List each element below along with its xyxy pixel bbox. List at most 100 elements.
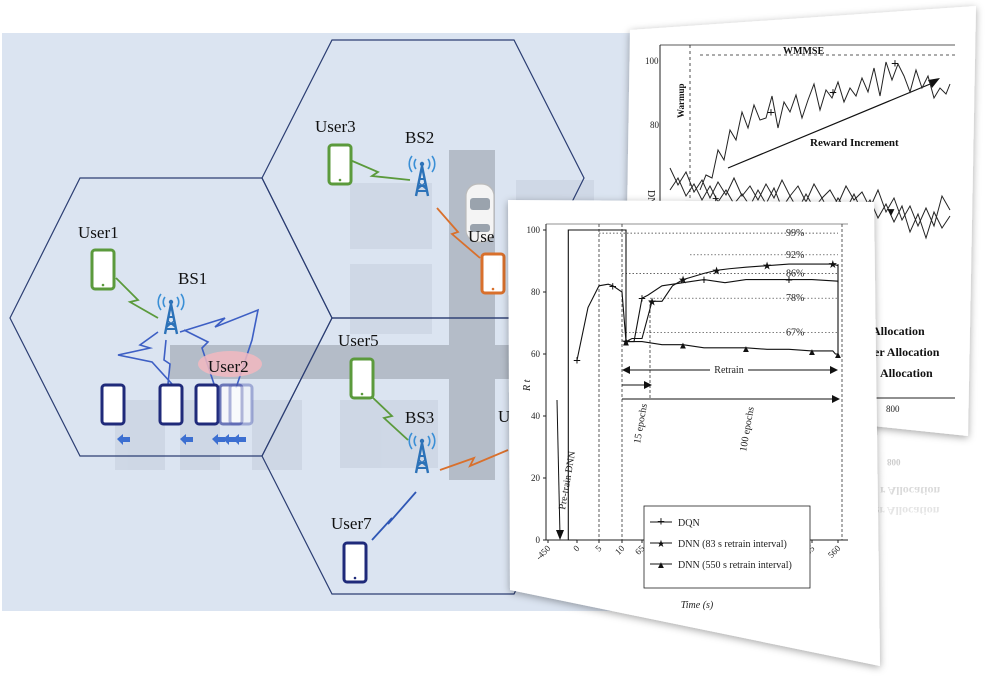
phone-icon-user3 <box>327 143 353 186</box>
back-legend-3: Allocation <box>880 366 933 380</box>
phone-icon-user2-c <box>194 383 220 426</box>
dnn83-marker: ★ <box>678 275 688 287</box>
arrow-left-icon <box>223 434 236 445</box>
back-y-tick-80: 80 <box>650 120 660 130</box>
movement-arrows <box>117 434 246 445</box>
phone-icon-user2-b <box>158 383 184 426</box>
dnn550-marker: ▲ <box>678 341 688 352</box>
back-marker-plus: + <box>712 191 719 206</box>
legend-marker: + <box>657 515 665 530</box>
dqn-marker: + <box>609 280 617 295</box>
legend-label: DQN <box>678 518 700 529</box>
link-user7-bs3 <box>371 491 417 541</box>
dnn83-marker: ★ <box>828 259 838 271</box>
bs1-label: BS1 <box>178 269 207 288</box>
user7-label: User7 <box>331 514 372 533</box>
arrowhead-retrain-right <box>830 366 838 374</box>
user5-label: User5 <box>338 331 379 350</box>
phone-icon-user7 <box>342 541 368 584</box>
y-tick-label: 60 <box>531 349 541 359</box>
arrow-left-icon <box>117 434 130 445</box>
wireless-links <box>115 159 509 541</box>
x-tick-label: 0 <box>571 543 582 554</box>
legend-marker: ★ <box>657 539 666 550</box>
back-warmup-label: Warmup <box>676 83 686 118</box>
ref-line-label: 99% <box>786 228 804 239</box>
car-icon <box>465 183 495 243</box>
retrain-label: Retrain <box>714 365 743 376</box>
legend-label: DNN (83 s retrain interval) <box>678 539 787 550</box>
link-bs3-user6 <box>439 449 509 471</box>
back-x-tick-800: 800 <box>886 404 900 414</box>
dnn83-marker: ★ <box>647 296 657 308</box>
arrowhead-15-epochs <box>644 381 652 389</box>
y-tick-label: 100 <box>527 225 541 235</box>
back-series-a <box>669 167 951 228</box>
dnn550-marker: ▲ <box>807 347 817 358</box>
legend-marker: ▲ <box>656 560 666 571</box>
link-user5-bs3 <box>369 394 409 441</box>
pretrain-arrow <box>556 399 561 537</box>
ref-line-label: 67% <box>786 327 804 338</box>
legend-label: DNN (550 s retrain interval) <box>678 560 792 571</box>
y-tick-label: 40 <box>531 411 541 421</box>
y-tick-label: 0 <box>536 535 541 545</box>
user1-label: User1 <box>78 223 119 242</box>
bs3-label: BS3 <box>405 408 434 427</box>
back-wmmse-label: WMMSE <box>783 46 824 57</box>
pretrain-arrowhead <box>556 530 564 540</box>
user6-label: U <box>498 407 510 426</box>
user4-label: Use <box>468 227 494 246</box>
phone-icon-user4 <box>480 252 506 295</box>
link-user3-bs2 <box>349 159 411 181</box>
series-dnn-550-s-retrain-interval- <box>626 264 839 355</box>
ref-line-label: 78% <box>786 293 804 304</box>
arrowhead-100-epochs <box>832 395 840 403</box>
dqn-marker: + <box>785 274 793 289</box>
dqn-marker: + <box>573 354 581 369</box>
dnn83-marker: ★ <box>621 337 631 349</box>
front-chart: 020406080100-450051065120175230285340395… <box>508 200 880 666</box>
dnn83-marker: ★ <box>712 265 722 277</box>
y-tick-label: 80 <box>531 287 541 297</box>
phone-icon-user2-e <box>228 383 254 426</box>
arrow-left-icon <box>212 434 225 445</box>
legend-box <box>643 505 811 589</box>
phone-icon-user5 <box>349 357 375 400</box>
front-chart-card <box>508 200 880 666</box>
arrow-left-icon <box>180 434 193 445</box>
back-marker-triangle: ▼ <box>885 205 897 219</box>
dqn-marker: + <box>700 274 708 289</box>
back-legend-1: Allocation <box>872 324 925 338</box>
y-axis-label: R t <box>522 379 533 392</box>
building-blocks <box>115 180 594 470</box>
series-pre-train-dnn <box>567 229 627 541</box>
arrowhead-retrain-left <box>622 366 630 374</box>
x-tick-label: 5 <box>593 543 604 554</box>
back-marker-plus: + <box>767 106 775 121</box>
back-series-dqn <box>699 61 951 191</box>
arrow-left-icon <box>233 434 246 445</box>
retrain-label-bg <box>710 362 748 376</box>
ref-line-label: 86% <box>786 268 804 279</box>
series-dqn <box>576 279 839 361</box>
y-tick-label: 20 <box>531 473 541 483</box>
dqn-marker: + <box>638 292 646 307</box>
dnn550-marker: ▲ <box>741 344 751 355</box>
ref-line-label: 92% <box>786 250 804 261</box>
link-bs2-user4 <box>436 207 481 259</box>
x-axis-label: Time (s) <box>681 600 714 611</box>
back-marker-plus: + <box>891 57 899 72</box>
phones <box>90 143 506 584</box>
back-reward-label: Reward Increment <box>810 137 899 149</box>
front-chart-plot: 020406080100-450051065120175230285340395… <box>522 223 848 611</box>
dnn550-marker: ▲ <box>621 338 631 349</box>
link-user1-bs1 <box>115 277 159 319</box>
back-series-b <box>669 176 951 240</box>
back-legend-2: er Allocation <box>874 345 940 359</box>
dnn83-marker: ★ <box>762 261 772 273</box>
phone-icon-user2-d <box>218 383 244 426</box>
user3-label: User3 <box>315 117 356 136</box>
phone-icon-user1 <box>90 248 116 291</box>
